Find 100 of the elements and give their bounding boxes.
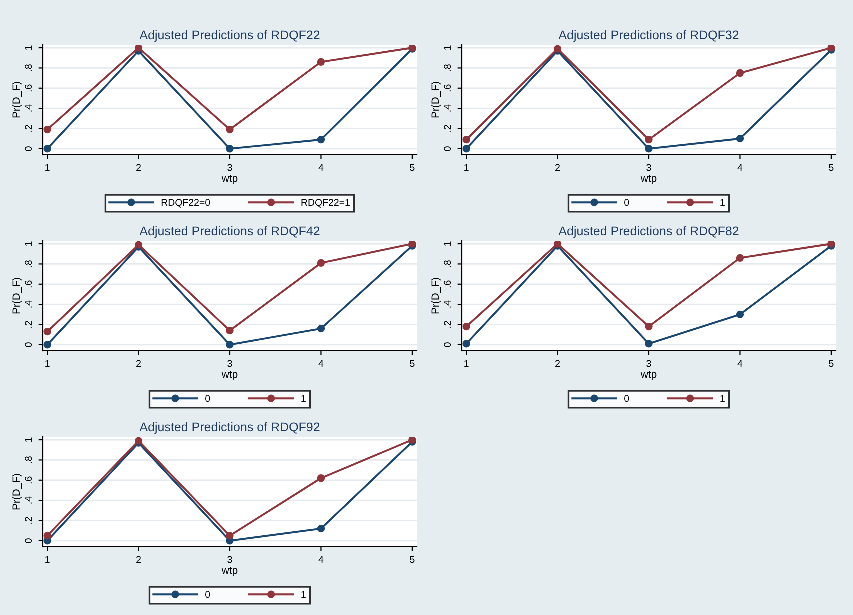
y-tick-label: .2 xyxy=(25,517,32,524)
point xyxy=(226,326,234,335)
x-axis-title: wtp xyxy=(640,371,657,380)
y-tick-label: 0 xyxy=(25,342,32,348)
y-axis-title: Pr(D_F) xyxy=(12,278,22,314)
x-axis-title: wtp xyxy=(640,175,657,184)
x-tick-label: 3 xyxy=(228,556,232,564)
point xyxy=(44,341,52,349)
y-tick-label: .8 xyxy=(25,260,32,268)
x-tick-label: 1 xyxy=(464,360,469,368)
point xyxy=(226,341,234,349)
legend-label: 0 xyxy=(206,395,210,402)
point xyxy=(645,340,653,348)
x-tick-label: 1 xyxy=(46,360,50,368)
x-axis-title: wtp xyxy=(222,371,238,380)
point xyxy=(317,525,326,533)
legend-label: 0 xyxy=(624,395,630,402)
x-tick-label: 2 xyxy=(136,164,141,172)
y-tick-label: .8 xyxy=(25,456,32,464)
point xyxy=(226,145,234,153)
point xyxy=(462,322,470,331)
x-tick-label: 5 xyxy=(410,360,415,368)
point xyxy=(645,322,653,331)
y-tick-label: .6 xyxy=(25,280,32,288)
x-tick-label: 3 xyxy=(228,164,232,172)
point xyxy=(645,145,653,153)
point xyxy=(317,136,326,144)
y-tick-label: 1 xyxy=(25,46,32,50)
point xyxy=(317,324,326,333)
x-tick-label: 3 xyxy=(228,360,232,368)
y-tick-label: .2 xyxy=(25,125,32,132)
point xyxy=(462,136,470,144)
point xyxy=(317,474,326,482)
x-tick-label: 4 xyxy=(738,164,743,172)
legend-label: 0 xyxy=(206,591,210,598)
y-tick-label: .4 xyxy=(444,300,451,308)
x-tick-label: 5 xyxy=(829,360,834,368)
legend-label: RDQF22=0 xyxy=(162,199,210,208)
point xyxy=(736,69,744,78)
x-tick-label: 1 xyxy=(46,164,50,172)
chart-title: Adjusted Predictions of RDQF32 xyxy=(558,30,739,42)
x-axis-title: wtp xyxy=(222,567,238,576)
x-tick-label: 1 xyxy=(464,164,469,172)
y-tick-label: .4 xyxy=(25,104,32,112)
x-tick-label: 2 xyxy=(136,556,141,564)
point xyxy=(226,532,234,540)
point xyxy=(317,259,326,268)
legend-label: 1 xyxy=(302,591,306,598)
x-tick-label: 2 xyxy=(556,164,560,172)
x-tick-label: 4 xyxy=(738,360,743,368)
point xyxy=(736,254,744,262)
y-axis-title: Pr(D_F) xyxy=(12,474,22,510)
y-tick-label: .4 xyxy=(25,300,32,308)
x-tick-label: 3 xyxy=(646,360,652,368)
point xyxy=(44,145,52,153)
y-tick-label: .8 xyxy=(25,64,32,72)
chart-title: Adjusted Predictions of RDQF42 xyxy=(140,226,320,238)
x-tick-label: 1 xyxy=(46,556,50,564)
point xyxy=(226,126,234,134)
x-tick-label: 4 xyxy=(318,556,324,564)
legend-label: 1 xyxy=(720,395,725,402)
y-tick-label: 0 xyxy=(444,146,452,152)
y-tick-label: 0 xyxy=(25,538,32,544)
x-tick-label: 2 xyxy=(556,360,560,368)
legend-label: 1 xyxy=(720,199,725,206)
y-tick-label: .6 xyxy=(444,84,452,92)
y-tick-label: .6 xyxy=(444,280,452,288)
legend-label: RDQF22=1 xyxy=(302,199,350,208)
x-tick-label: 3 xyxy=(646,164,652,172)
x-tick-label: 5 xyxy=(410,164,415,172)
y-axis-title: Pr(D_F) xyxy=(12,82,22,118)
y-tick-label: 0 xyxy=(25,146,32,152)
point xyxy=(44,328,52,336)
point xyxy=(44,126,52,134)
point xyxy=(645,136,653,144)
chart-title: Adjusted Predictions of RDQF92 xyxy=(140,422,320,434)
point xyxy=(736,310,744,318)
y-tick-label: 1 xyxy=(444,242,451,246)
point xyxy=(462,145,470,153)
y-axis-title: Pr(D_F) xyxy=(431,278,442,314)
y-tick-label: 0 xyxy=(444,342,452,348)
y-tick-label: .4 xyxy=(444,104,451,112)
point xyxy=(736,135,744,143)
y-tick-label: .2 xyxy=(25,321,32,328)
x-axis-title: wtp xyxy=(222,175,238,184)
point xyxy=(134,45,143,52)
chart-title: Adjusted Predictions of RDQF22 xyxy=(140,30,320,42)
y-tick-label: .8 xyxy=(444,64,452,72)
y-axis-title: Pr(D_F) xyxy=(431,82,442,118)
point xyxy=(462,340,470,348)
x-tick-label: 5 xyxy=(829,164,834,172)
y-tick-label: .6 xyxy=(25,84,32,92)
point xyxy=(44,532,52,540)
y-tick-label: .4 xyxy=(25,496,32,504)
y-tick-label: .2 xyxy=(444,125,451,132)
y-tick-label: .6 xyxy=(25,476,32,484)
x-tick-label: 4 xyxy=(318,164,324,172)
line-series xyxy=(44,45,416,153)
legend-label: 1 xyxy=(302,395,306,402)
y-tick-label: 1 xyxy=(25,438,32,442)
